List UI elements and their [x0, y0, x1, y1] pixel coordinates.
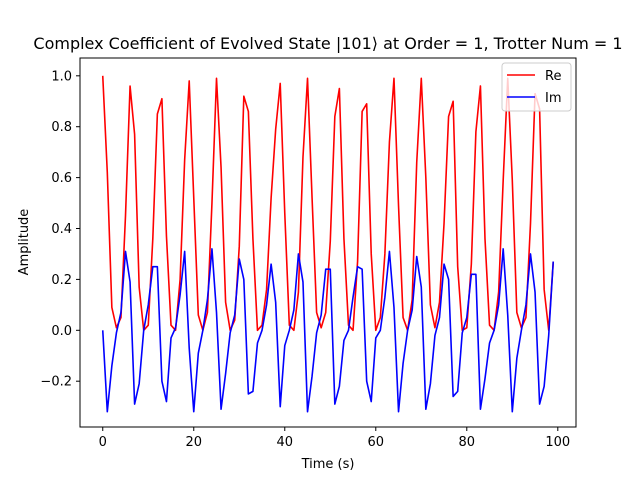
- plot-area: [101, 75, 555, 413]
- y-tick-label: 0.2: [51, 273, 72, 288]
- y-tick-label: 0.4: [51, 222, 72, 237]
- x-tick-label: 60: [368, 435, 385, 450]
- y-tick-label: 0.6: [51, 171, 72, 186]
- y-axis: −0.2 0.0 0.2 0.4 0.6 0.8 1.0: [40, 69, 80, 390]
- axes-frame: [79, 57, 577, 428]
- legend-label-im: Im: [545, 91, 562, 106]
- x-axis: 0 20 40 60 80 100: [99, 427, 570, 450]
- y-axis-label: Amplitude: [17, 209, 32, 276]
- legend: Re Im: [501, 62, 572, 112]
- x-tick-label: 80: [459, 435, 476, 450]
- x-tick-label: 20: [185, 435, 202, 450]
- series-line-im: [101, 248, 555, 413]
- chart-title: Complex Coefficient of Evolved State |10…: [33, 34, 622, 53]
- y-tick-label: −0.2: [40, 375, 72, 390]
- x-tick-label: 40: [276, 435, 293, 450]
- legend-label-re: Re: [545, 69, 561, 84]
- x-axis-label: Time (s): [301, 457, 355, 472]
- series-line-re: [101, 75, 555, 332]
- x-tick-label: 0: [99, 435, 107, 450]
- x-tick-label: 100: [545, 435, 570, 450]
- y-tick-label: 0.0: [51, 324, 72, 339]
- y-tick-label: 0.8: [51, 120, 72, 135]
- y-tick-label: 1.0: [51, 69, 72, 84]
